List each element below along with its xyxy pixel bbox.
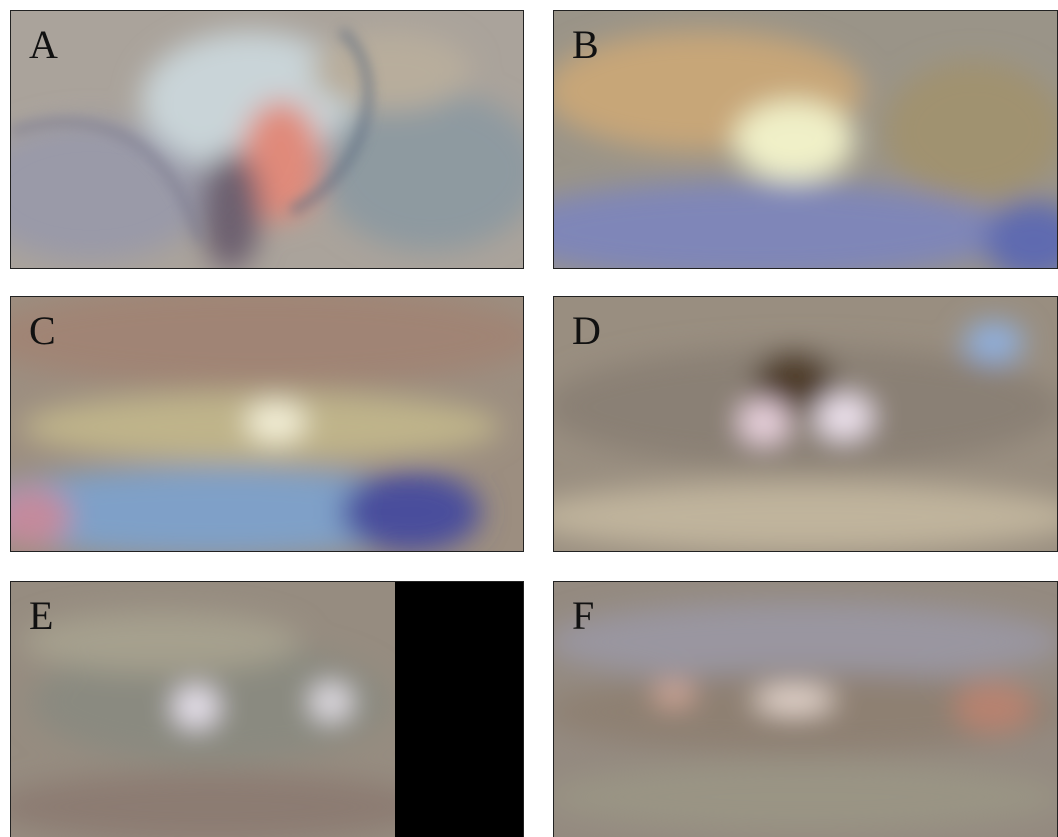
image-panel: D	[553, 296, 1058, 552]
panel-image	[11, 582, 524, 837]
image-panel: F	[553, 581, 1058, 837]
image-panel: B	[553, 10, 1058, 269]
panel-label: B	[572, 25, 599, 65]
panel-image	[554, 11, 1058, 269]
panel-image	[11, 297, 524, 552]
panel-label: D	[572, 311, 601, 351]
panel-label: C	[29, 311, 56, 351]
panel-image	[554, 582, 1058, 837]
image-panel: C	[10, 296, 524, 552]
image-panel: E	[10, 581, 524, 837]
figure: {"panels": [{"label": "A"}, {"label": "B…	[0, 0, 1058, 837]
panel-label: E	[29, 596, 53, 636]
image-panel: A	[10, 10, 524, 269]
panel-image	[554, 297, 1058, 552]
panel-label: A	[29, 25, 58, 65]
panel-image	[11, 11, 524, 269]
panel-label: F	[572, 596, 594, 636]
